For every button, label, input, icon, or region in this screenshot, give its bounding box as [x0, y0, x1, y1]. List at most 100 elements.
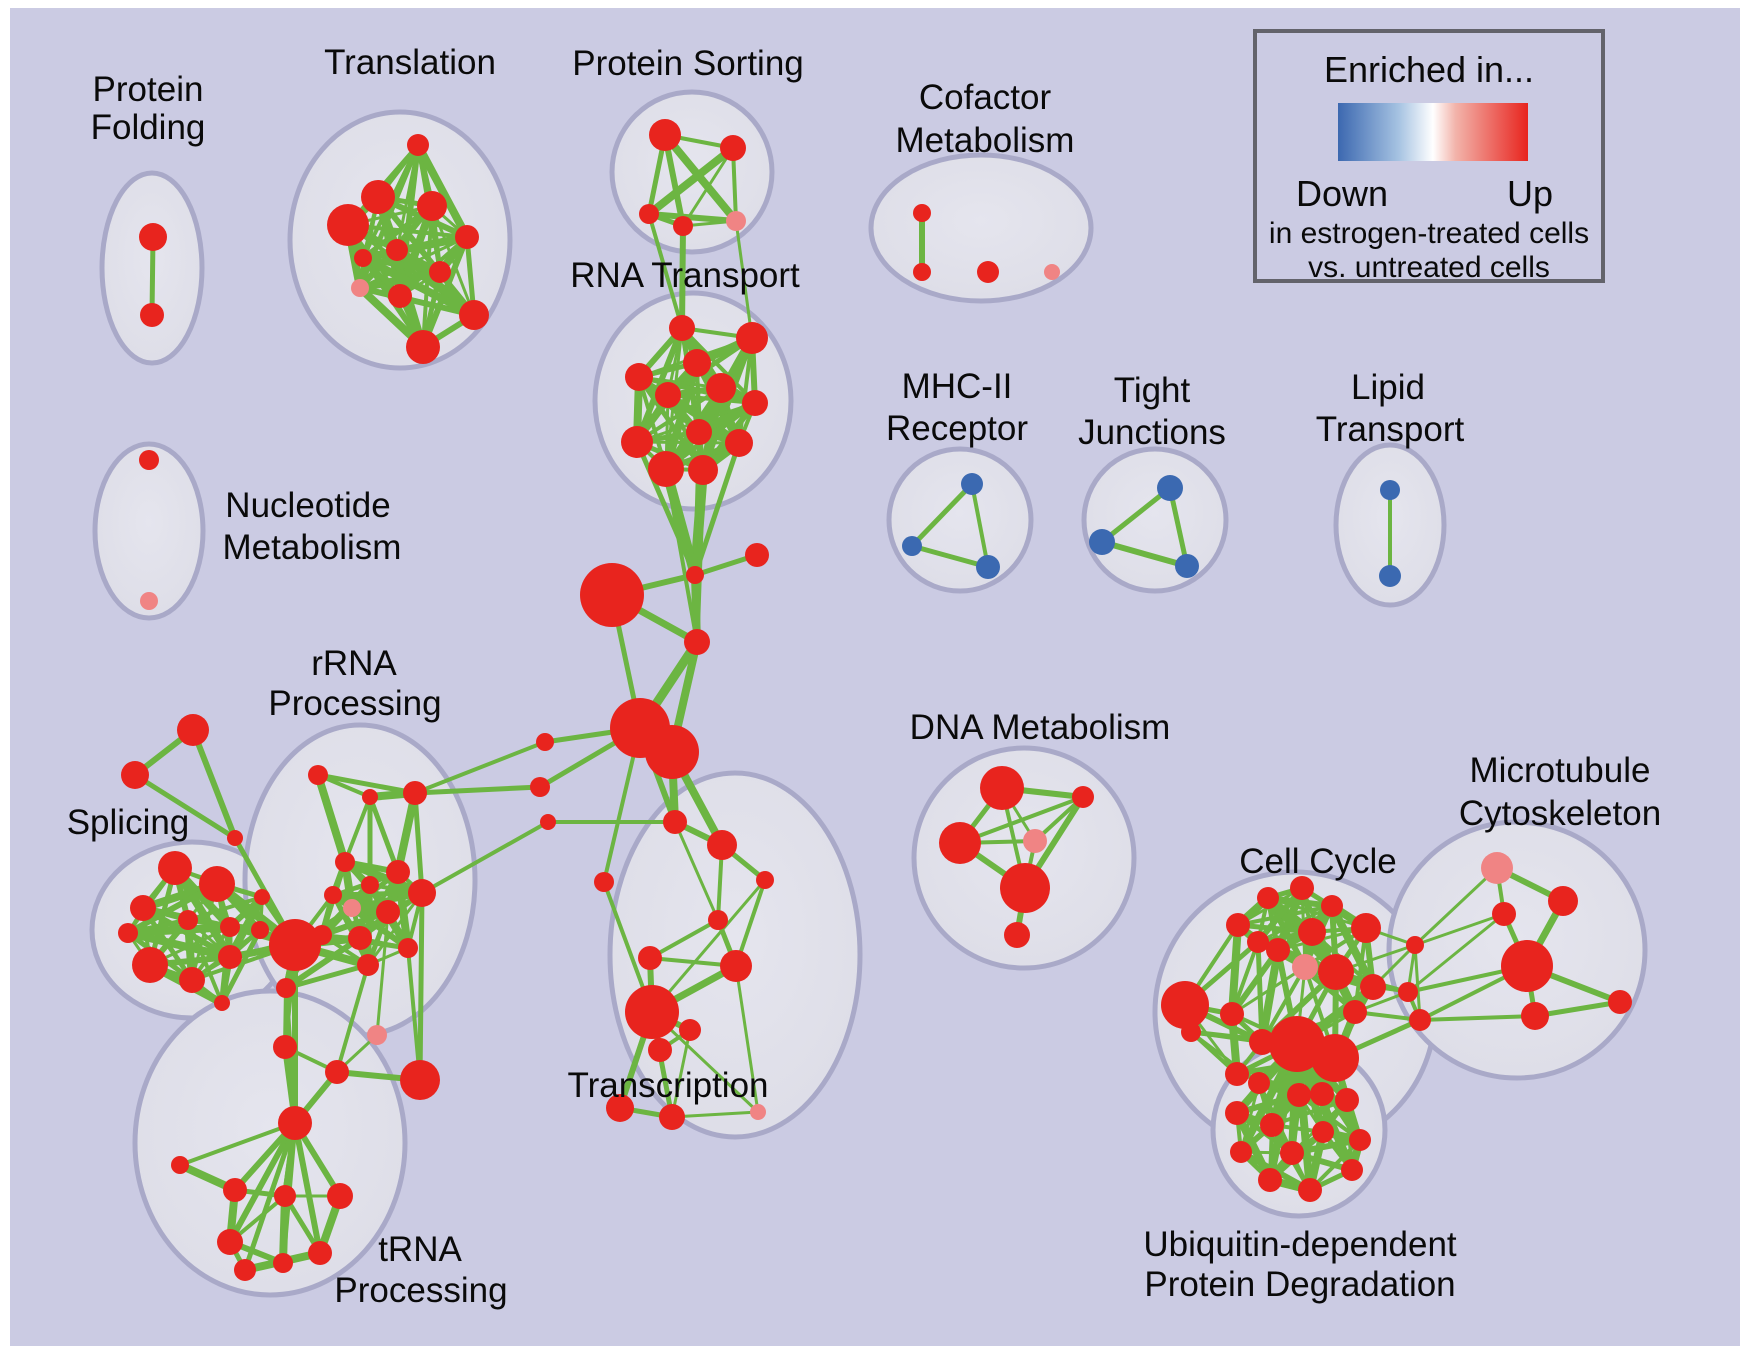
node-cofactor-metabolism-0: [913, 204, 931, 222]
node-cell-cycle-10: [1318, 954, 1354, 990]
node-translation-7: [351, 279, 369, 297]
cluster-label-trna-processing: tRNA: [378, 1230, 462, 1269]
node-trna-processing-2: [223, 1178, 247, 1202]
cluster-label-dna-metabolism: DNA Metabolism: [910, 708, 1171, 747]
legend-subtitle-line2: vs. untreated cells: [1308, 251, 1550, 284]
legend-title: Enriched in...: [1323, 49, 1535, 90]
node-rrna-processing-15: [324, 886, 342, 904]
edge: [412, 784, 543, 796]
node-splicing-1: [199, 866, 235, 902]
node-rna-transport-5: [655, 382, 681, 408]
node-rna-transport-7: [686, 419, 712, 445]
node-rrna-processing-8: [348, 926, 372, 950]
node-translation-2: [361, 180, 395, 214]
node-dna-metabolism-4: [1000, 863, 1050, 913]
edge: [1228, 921, 1242, 1018]
node-splicing-9: [218, 945, 242, 969]
node-cell-cycle-2: [1257, 887, 1279, 909]
node-trna-processing-3: [274, 1185, 296, 1207]
cluster-label-transcription: Transcription: [568, 1066, 769, 1105]
cluster-label-mhc-ii-receptor: Receptor: [886, 409, 1028, 448]
node-microtubule-cytoskeleton-1: [1548, 886, 1578, 916]
cluster-nucleotide-metabolism: [92, 441, 206, 621]
edge: [694, 467, 706, 645]
node-hub-chain-1: [745, 543, 769, 567]
edge: [314, 771, 349, 866]
node-rna-transport-8: [621, 426, 653, 458]
edge: [330, 890, 425, 898]
edge: [283, 935, 363, 991]
edge: [1413, 866, 1499, 947]
node-rna-transport-2: [683, 349, 711, 377]
node-nucleotide-metabolism-1: [140, 592, 158, 610]
node-rrna-processing-13: [357, 954, 379, 976]
edge: [679, 223, 686, 331]
cluster-label-trna-processing: Processing: [334, 1271, 507, 1310]
node-cell-cycle-14: [1343, 1000, 1367, 1024]
node-cell-cycle-3: [1290, 876, 1314, 900]
legend-gradient-bar: [1338, 103, 1528, 161]
node-trna-processing-4: [327, 1183, 353, 1209]
edge: [673, 820, 720, 922]
node-ubiquitin-degradation-12: [1298, 1178, 1322, 1202]
node-translation-0: [407, 134, 429, 156]
node-ubiquitin-degradation-8: [1230, 1141, 1252, 1163]
edge: [1256, 904, 1334, 944]
node-rrna-processing-5: [361, 876, 379, 894]
node-rna-transport-1: [736, 322, 768, 354]
edge: [1099, 539, 1190, 569]
edge: [1167, 485, 1190, 569]
node-rrna-processing-4: [335, 852, 355, 872]
node-mid-bridge-2: [400, 1060, 440, 1100]
node-hub-chain-2: [580, 563, 644, 627]
cluster-label-nucleotide-metabolism: Metabolism: [223, 528, 402, 567]
legend-up-label: Up: [1506, 173, 1554, 214]
cluster-label-protein-folding: Folding: [91, 108, 206, 147]
edge: [646, 211, 739, 224]
edge: [283, 962, 371, 991]
node-microtubule-cytoskeleton-2: [1492, 902, 1516, 926]
edge: [227, 1120, 298, 1245]
node-transcription-11: [606, 1094, 634, 1122]
node-trna-processing-7: [234, 1259, 256, 1281]
cluster-label-splicing: Splicing: [67, 803, 190, 842]
node-rrna-processing-2: [403, 781, 427, 805]
node-rrna-processing-14: [398, 938, 418, 958]
node-transcription-13: [750, 1104, 766, 1120]
edge: [186, 895, 264, 922]
edge: [394, 789, 419, 876]
node-hub-chain-3: [684, 629, 710, 655]
edge: [1258, 946, 1282, 1046]
node-cell-cycle-1: [1226, 913, 1250, 937]
node-translation-4: [455, 225, 479, 249]
node-ubiquitin-degradation-10: [1341, 1159, 1363, 1181]
cluster-label-microtubule-cytoskeleton: Microtubule: [1470, 751, 1651, 790]
node-mt-bridge-2: [1409, 1009, 1431, 1031]
nodes-layer: [118, 119, 1632, 1281]
edge: [645, 144, 737, 218]
node-lipid-transport-1: [1379, 565, 1401, 587]
edge: [1418, 1014, 1537, 1022]
cluster-label-protein-folding: Protein: [93, 70, 204, 109]
node-ubiquitin-degradation-4: [1225, 1101, 1249, 1125]
node-translation-11: [354, 249, 372, 267]
edge: [1233, 1109, 1274, 1184]
cluster-label-lipid-transport: Transport: [1316, 410, 1465, 449]
node-rna-transport-9: [725, 429, 753, 457]
node-cell-cycle-7: [1247, 931, 1269, 953]
node-trna-processing-5: [217, 1229, 243, 1255]
cluster-label-protein-sorting: Protein Sorting: [572, 44, 804, 83]
edge: [219, 927, 263, 1006]
node-protein-sorting-0: [649, 119, 681, 151]
edge: [124, 929, 234, 961]
edge: [394, 868, 412, 952]
node-splicing-4: [220, 917, 240, 937]
edge: [406, 946, 422, 1082]
node-lipid-transport-0: [1380, 480, 1400, 500]
node-dna-metabolism-1: [1072, 786, 1094, 808]
node-trna-processing-1: [171, 1156, 189, 1174]
node-cofactor-metabolism-2: [977, 261, 999, 283]
cluster-label-lipid-transport: Lipid: [1351, 368, 1425, 407]
node-microtubule-cytoskeleton-0: [1481, 852, 1513, 884]
